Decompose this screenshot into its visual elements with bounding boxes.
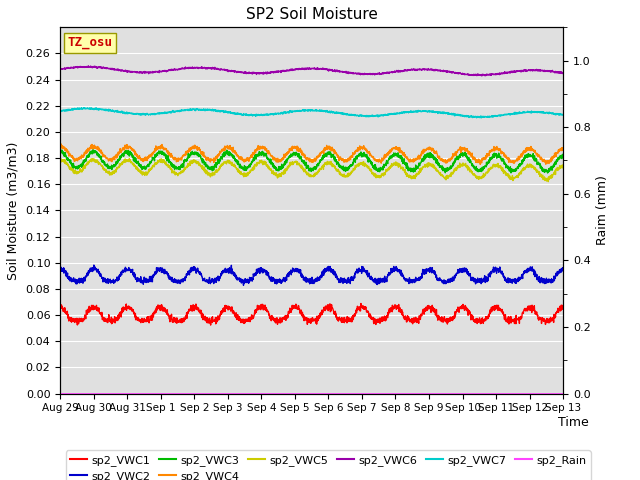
Y-axis label: Soil Moisture (m3/m3): Soil Moisture (m3/m3)	[7, 141, 20, 280]
X-axis label: Time: Time	[558, 416, 589, 429]
Text: TZ_osu: TZ_osu	[68, 36, 113, 49]
Title: SP2 Soil Moisture: SP2 Soil Moisture	[246, 7, 378, 22]
Y-axis label: Raim (mm): Raim (mm)	[596, 176, 609, 245]
Legend: sp2_VWC1, sp2_VWC2, sp2_VWC3, sp2_VWC4, sp2_VWC5, sp2_VWC6, sp2_VWC7, sp2_Rain: sp2_VWC1, sp2_VWC2, sp2_VWC3, sp2_VWC4, …	[66, 450, 591, 480]
